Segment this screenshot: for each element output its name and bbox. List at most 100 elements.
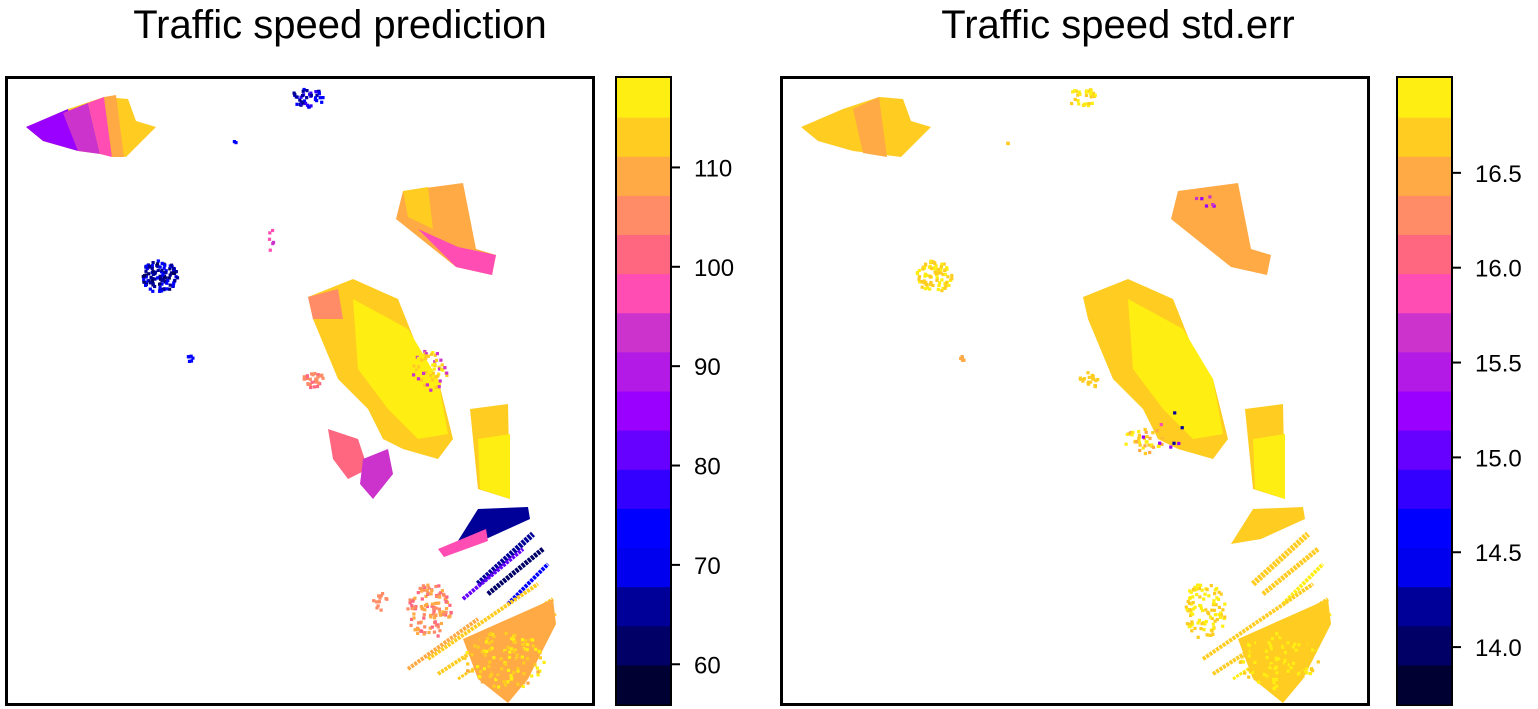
region-west bbox=[172, 271, 176, 275]
region-north-central bbox=[318, 96, 322, 100]
stderr-region-north-central bbox=[1093, 93, 1097, 97]
stderr-map-svg bbox=[801, 88, 1332, 703]
region-west bbox=[174, 270, 178, 274]
region-south-west bbox=[418, 621, 422, 625]
stderr-region-south-west bbox=[1191, 601, 1195, 605]
region-south-west bbox=[427, 586, 431, 590]
region-south-west bbox=[408, 601, 412, 605]
region-south-west bbox=[437, 607, 441, 611]
stderr-region-north-central bbox=[1089, 95, 1093, 99]
prediction-map-svg bbox=[26, 87, 557, 703]
region-south-west bbox=[432, 609, 436, 613]
stderr-region-central-sw bbox=[1131, 430, 1135, 434]
prediction-colorbar-band bbox=[617, 547, 670, 588]
stderr-region-south-west bbox=[1199, 606, 1203, 611]
stderr-region-south-texture bbox=[1243, 671, 1247, 675]
region-scatter-west bbox=[310, 380, 314, 384]
stderr-colorbar-tick-label: 14.5 bbox=[1475, 540, 1522, 567]
region-south-texture bbox=[517, 631, 521, 635]
prediction-colorbar-band bbox=[617, 351, 670, 392]
stderr-region-south-texture bbox=[1283, 658, 1287, 662]
region-south-texture bbox=[516, 669, 520, 673]
region-south-texture bbox=[524, 639, 528, 643]
region-north-central bbox=[315, 93, 319, 97]
region-scatter-west bbox=[313, 371, 317, 376]
region-north-central bbox=[301, 101, 305, 105]
region-south-texture bbox=[502, 680, 506, 684]
region-south-west bbox=[437, 601, 441, 605]
region-south-west bbox=[437, 584, 441, 588]
stderr-region-south-west bbox=[1205, 588, 1209, 592]
stderr-region-south-texture bbox=[1275, 632, 1279, 636]
region-south-west bbox=[444, 600, 448, 604]
region-west bbox=[153, 277, 157, 281]
region-west bbox=[142, 280, 146, 284]
region-south-texture bbox=[481, 663, 485, 667]
stderr-region-south-west bbox=[1204, 608, 1208, 612]
stderr-region-central-sw bbox=[1145, 440, 1149, 444]
region-south-west bbox=[420, 589, 424, 593]
stderr-region-west bbox=[943, 272, 948, 277]
region-south-west bbox=[408, 598, 412, 602]
region-south-west bbox=[420, 629, 424, 633]
region-south-texture bbox=[490, 639, 494, 644]
region-south-texture bbox=[510, 637, 514, 641]
region-south-west bbox=[422, 613, 426, 617]
region-scatter-central bbox=[445, 371, 449, 375]
region-south-west bbox=[429, 592, 433, 596]
region-south-texture bbox=[479, 659, 483, 663]
region-west bbox=[161, 272, 165, 277]
region-scatter-central bbox=[424, 370, 428, 374]
stderr-region-south-texture bbox=[1289, 657, 1293, 662]
stderr-region-south-texture bbox=[1268, 666, 1272, 670]
stderr-region-south-texture bbox=[1274, 684, 1279, 688]
stderr-region-south-west bbox=[1205, 633, 1209, 637]
stderr-colorbar-tick-label: 14.0 bbox=[1475, 635, 1522, 662]
prediction-colorbar: 60 70 80 90 100 110 bbox=[615, 76, 734, 706]
stderr-region-central-dots bbox=[1173, 411, 1177, 415]
stderr-region-south-texture bbox=[1305, 667, 1309, 671]
stderr-region-west bbox=[936, 287, 940, 292]
stderr-region-south-texture bbox=[1282, 661, 1287, 665]
region-south-texture bbox=[487, 641, 491, 645]
stderr-region-south-texture bbox=[1300, 673, 1304, 677]
stderr-title: Traffic speed std.err bbox=[941, 3, 1295, 47]
stderr-region-south-west bbox=[1204, 620, 1208, 624]
stderr-colorbar-tick-label: 16.0 bbox=[1475, 256, 1522, 283]
stderr-colorbar-band bbox=[1398, 234, 1451, 275]
region-scatter-central bbox=[429, 374, 433, 378]
stderr-region-central-sw bbox=[1125, 432, 1129, 436]
region-south-texture bbox=[482, 675, 486, 679]
region-south-texture bbox=[528, 659, 532, 663]
region-south-west bbox=[434, 584, 438, 589]
region-north-central bbox=[307, 105, 311, 109]
region-scatter-central bbox=[431, 363, 435, 367]
region-north-central bbox=[293, 93, 297, 97]
region-west bbox=[172, 266, 176, 271]
stderr-region-south-west bbox=[1193, 585, 1197, 589]
region-south-texture bbox=[520, 648, 524, 652]
region-west bbox=[170, 271, 174, 275]
stderr-region-south-west bbox=[1200, 588, 1204, 592]
stderr-region-west bbox=[950, 277, 954, 281]
region-scatter-central bbox=[433, 362, 437, 366]
stderr-region-west bbox=[944, 284, 948, 288]
region-north-central bbox=[321, 96, 325, 100]
region-scatter-central bbox=[414, 368, 418, 372]
region-north-central bbox=[305, 103, 310, 107]
stderr-region-south-west bbox=[1214, 603, 1218, 607]
stderr-region-south-west bbox=[1209, 633, 1213, 637]
region-west bbox=[156, 259, 160, 263]
stderr-colorbar-band bbox=[1398, 664, 1451, 705]
stderr-region-south-texture bbox=[1291, 661, 1296, 665]
stderr-region-south-west bbox=[1213, 619, 1217, 623]
region-scatter-central bbox=[439, 358, 443, 362]
stderr-region-south-texture bbox=[1256, 677, 1260, 681]
region-west bbox=[160, 282, 164, 286]
region-south-west bbox=[413, 628, 417, 632]
stderr-region-south-texture bbox=[1264, 633, 1268, 638]
stderr-region-south-texture bbox=[1287, 679, 1291, 683]
region-south-west bbox=[425, 604, 429, 609]
region-scatter-central bbox=[412, 364, 416, 368]
stderr-region-south-texture bbox=[1247, 654, 1251, 658]
